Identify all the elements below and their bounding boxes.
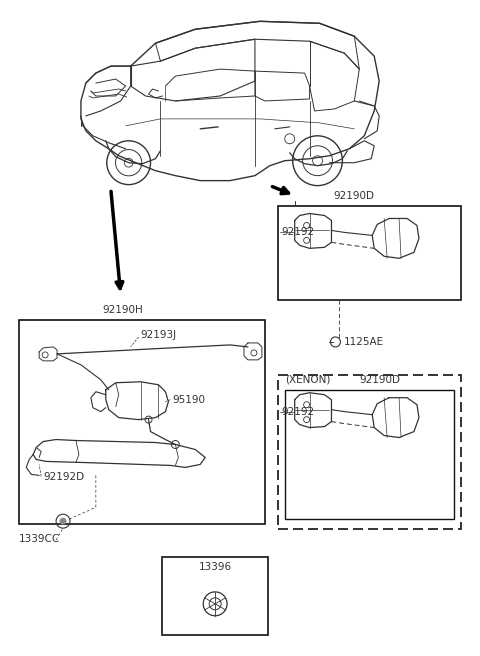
Bar <box>278 375 461 529</box>
Text: 92192D: 92192D <box>43 472 84 482</box>
Bar <box>162 557 268 635</box>
Text: 92190D: 92190D <box>334 190 375 201</box>
Text: 92192: 92192 <box>282 228 315 237</box>
Text: 1339CC: 1339CC <box>19 534 60 544</box>
Text: 13396: 13396 <box>199 562 232 572</box>
Text: 92190D: 92190D <box>360 375 400 385</box>
Circle shape <box>60 518 67 525</box>
Bar <box>278 205 461 300</box>
Bar <box>19 320 265 524</box>
Text: 1125AE: 1125AE <box>343 337 384 347</box>
Text: 92192: 92192 <box>282 407 315 417</box>
Bar <box>285 390 454 519</box>
Text: 92190H: 92190H <box>102 305 143 315</box>
Text: 95190: 95190 <box>172 395 205 405</box>
Text: (XENON): (XENON) <box>285 375 330 385</box>
Text: 92193J: 92193J <box>141 330 177 340</box>
